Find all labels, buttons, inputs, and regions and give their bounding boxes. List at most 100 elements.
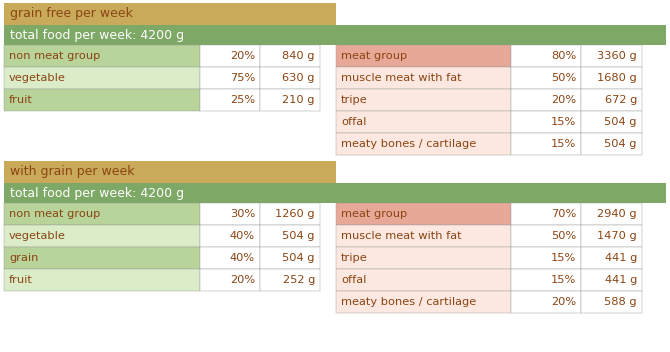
Bar bbox=[581, 45, 642, 67]
Text: 15%: 15% bbox=[551, 117, 576, 127]
Text: total food per week: 4200 g: total food per week: 4200 g bbox=[10, 187, 184, 200]
Bar bbox=[336, 203, 511, 225]
Bar bbox=[200, 67, 260, 89]
Text: tripe: tripe bbox=[341, 253, 368, 263]
Text: non meat group: non meat group bbox=[9, 51, 100, 61]
Bar bbox=[260, 45, 320, 67]
Text: muscle meat with fat: muscle meat with fat bbox=[341, 73, 462, 83]
Bar bbox=[4, 3, 336, 25]
Text: fruit: fruit bbox=[9, 95, 33, 105]
Text: 3360 g: 3360 g bbox=[597, 51, 637, 61]
Text: meat group: meat group bbox=[341, 51, 407, 61]
Text: 20%: 20% bbox=[551, 297, 576, 307]
Bar bbox=[4, 225, 200, 247]
Bar bbox=[4, 161, 336, 183]
Text: non meat group: non meat group bbox=[9, 209, 100, 219]
Text: meat group: meat group bbox=[341, 209, 407, 219]
Bar bbox=[581, 133, 642, 155]
Text: 20%: 20% bbox=[551, 95, 576, 105]
Bar bbox=[581, 225, 642, 247]
Text: meaty bones / cartilage: meaty bones / cartilage bbox=[341, 297, 476, 307]
Text: 15%: 15% bbox=[551, 253, 576, 263]
Bar bbox=[336, 247, 511, 269]
Bar bbox=[511, 269, 581, 291]
Bar bbox=[4, 203, 200, 225]
Bar bbox=[4, 89, 200, 111]
Text: 630 g: 630 g bbox=[283, 73, 315, 83]
Bar bbox=[260, 269, 320, 291]
Bar bbox=[511, 203, 581, 225]
Text: 1260 g: 1260 g bbox=[275, 209, 315, 219]
Bar bbox=[260, 89, 320, 111]
Text: 20%: 20% bbox=[230, 275, 255, 285]
Text: meaty bones / cartilage: meaty bones / cartilage bbox=[341, 139, 476, 149]
Bar bbox=[260, 67, 320, 89]
Bar bbox=[511, 225, 581, 247]
Bar bbox=[581, 89, 642, 111]
Bar bbox=[200, 45, 260, 67]
Bar bbox=[200, 225, 260, 247]
Bar bbox=[511, 67, 581, 89]
Bar bbox=[581, 67, 642, 89]
Text: offal: offal bbox=[341, 117, 366, 127]
Text: 20%: 20% bbox=[230, 51, 255, 61]
Text: 75%: 75% bbox=[230, 73, 255, 83]
Text: 80%: 80% bbox=[551, 51, 576, 61]
Text: 15%: 15% bbox=[551, 139, 576, 149]
Text: 504 g: 504 g bbox=[283, 253, 315, 263]
Text: vegetable: vegetable bbox=[9, 73, 66, 83]
Bar bbox=[336, 67, 511, 89]
Bar bbox=[336, 269, 511, 291]
Text: 504 g: 504 g bbox=[604, 139, 637, 149]
Text: 672 g: 672 g bbox=[604, 95, 637, 105]
Bar bbox=[4, 183, 666, 203]
Text: 70%: 70% bbox=[551, 209, 576, 219]
Bar bbox=[581, 247, 642, 269]
Bar bbox=[511, 291, 581, 313]
Text: 2940 g: 2940 g bbox=[598, 209, 637, 219]
Text: 441 g: 441 g bbox=[604, 275, 637, 285]
Bar bbox=[260, 247, 320, 269]
Text: 504 g: 504 g bbox=[283, 231, 315, 241]
Text: 210 g: 210 g bbox=[283, 95, 315, 105]
Text: with grain per week: with grain per week bbox=[10, 165, 135, 178]
Bar bbox=[260, 203, 320, 225]
Bar bbox=[336, 291, 511, 313]
Bar bbox=[200, 247, 260, 269]
Bar bbox=[581, 269, 642, 291]
Bar bbox=[336, 89, 511, 111]
Bar bbox=[581, 203, 642, 225]
Text: 50%: 50% bbox=[551, 73, 576, 83]
Bar bbox=[336, 111, 511, 133]
Text: tripe: tripe bbox=[341, 95, 368, 105]
Bar bbox=[511, 111, 581, 133]
Text: total food per week: 4200 g: total food per week: 4200 g bbox=[10, 29, 184, 42]
Bar bbox=[336, 133, 511, 155]
Bar bbox=[4, 247, 200, 269]
Text: 15%: 15% bbox=[551, 275, 576, 285]
Text: 30%: 30% bbox=[230, 209, 255, 219]
Text: grain free per week: grain free per week bbox=[10, 7, 133, 20]
Bar bbox=[200, 89, 260, 111]
Text: fruit: fruit bbox=[9, 275, 33, 285]
Text: 50%: 50% bbox=[551, 231, 576, 241]
Bar bbox=[260, 225, 320, 247]
Bar bbox=[200, 203, 260, 225]
Bar bbox=[511, 247, 581, 269]
Text: 40%: 40% bbox=[230, 231, 255, 241]
Bar bbox=[4, 269, 200, 291]
Bar bbox=[581, 291, 642, 313]
Text: offal: offal bbox=[341, 275, 366, 285]
Text: vegetable: vegetable bbox=[9, 231, 66, 241]
Bar bbox=[511, 89, 581, 111]
Text: 504 g: 504 g bbox=[604, 117, 637, 127]
Text: muscle meat with fat: muscle meat with fat bbox=[341, 231, 462, 241]
Text: 252 g: 252 g bbox=[283, 275, 315, 285]
Bar bbox=[4, 25, 666, 45]
Bar bbox=[511, 45, 581, 67]
Bar bbox=[336, 45, 511, 67]
Text: 1680 g: 1680 g bbox=[597, 73, 637, 83]
Text: 25%: 25% bbox=[230, 95, 255, 105]
Bar bbox=[4, 67, 200, 89]
Bar bbox=[336, 225, 511, 247]
